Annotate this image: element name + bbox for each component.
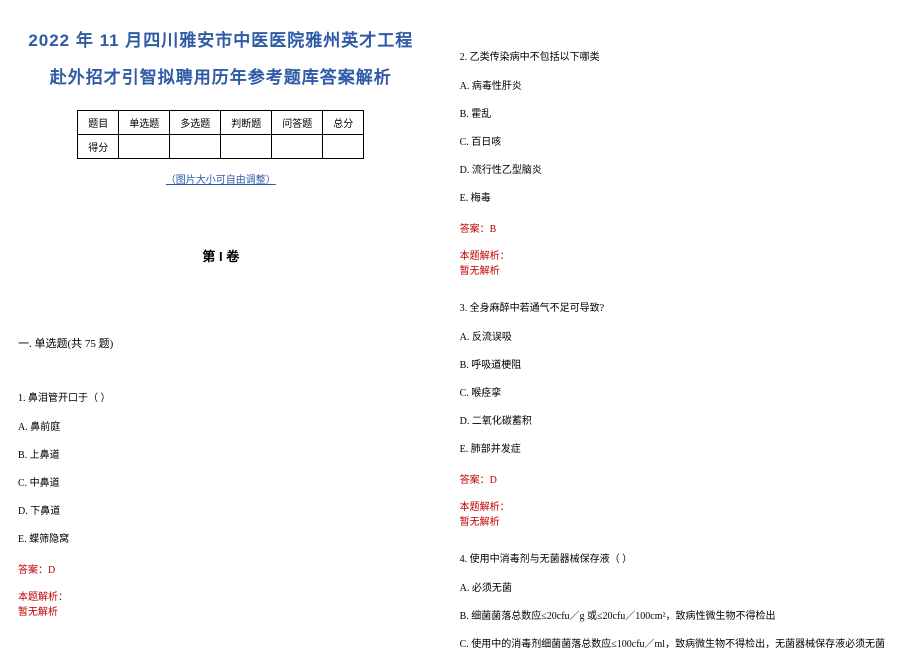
q1-opt-c: C. 中鼻道 <box>18 477 424 491</box>
answer-value: D <box>490 475 497 486</box>
q2-opt-c: C. 百日咳 <box>460 136 902 150</box>
q1-analysis-label: 本题解析： <box>18 588 424 603</box>
question-1: 1. 鼻泪管开口于（ ） A. 鼻前庭 B. 上鼻道 C. 中鼻道 D. 下鼻道… <box>18 391 424 618</box>
th-item: 题目 <box>78 111 119 135</box>
answer-prefix: 答案： <box>460 224 490 235</box>
th-single: 单选题 <box>119 111 170 135</box>
q2-analysis-body: 暂无解析 <box>460 262 902 277</box>
q2-answer: 答案：B <box>460 220 902 235</box>
td-empty <box>170 135 221 159</box>
q3-analysis-label: 本题解析： <box>460 498 902 513</box>
part-header: 一. 单选题(共 75 题) <box>18 335 424 351</box>
section-header: 第 I 卷 <box>18 246 424 265</box>
th-judge: 判断题 <box>221 111 272 135</box>
q2-opt-e: E. 梅毒 <box>460 192 902 206</box>
answer-prefix: 答案： <box>460 475 490 486</box>
q2-stem: 2. 乙类传染病中不包括以下哪类 <box>460 50 902 66</box>
q1-opt-d: D. 下鼻道 <box>18 505 424 519</box>
q4-opt-c: C. 使用中的消毒剂细菌菌落总数应≤100cfu／ml，致病微生物不得检出，无菌… <box>460 638 902 652</box>
answer-value: B <box>490 224 497 235</box>
table-row: 得分 <box>78 135 364 159</box>
q2-opt-d: D. 流行性乙型脑炎 <box>460 164 902 178</box>
td-score-label: 得分 <box>78 135 119 159</box>
q1-answer: 答案：D <box>18 561 424 576</box>
td-empty <box>221 135 272 159</box>
q2-analysis-label: 本题解析： <box>460 247 902 262</box>
q4-opt-b: B. 细菌菌落总数应≤20cfu／g 或≤20cfu／100cm²，致病性微生物… <box>460 610 902 624</box>
th-multi: 多选题 <box>170 111 221 135</box>
q1-stem: 1. 鼻泪管开口于（ ） <box>18 391 424 407</box>
q3-opt-d: D. 二氧化碳蓄积 <box>460 415 902 429</box>
q3-stem: 3. 全身麻醉中若通气不足可导致? <box>460 301 902 317</box>
th-total: 总分 <box>323 111 364 135</box>
q3-opt-b: B. 呼吸道梗阻 <box>460 359 902 373</box>
q1-analysis-body: 暂无解析 <box>18 603 424 618</box>
q3-opt-a: A. 反流误吸 <box>460 331 902 345</box>
q1-opt-e: E. 蝶筛隐窝 <box>18 533 424 547</box>
q3-opt-e: E. 肺部并发症 <box>460 443 902 457</box>
doc-title-line1: 2022 年 11 月四川雅安市中医医院雅州英才工程 <box>18 26 424 51</box>
doc-title-line2: 赴外招才引智拟聘用历年参考题库答案解析 <box>18 63 424 88</box>
q4-opt-a: A. 必须无菌 <box>460 582 902 596</box>
q3-analysis-body: 暂无解析 <box>460 513 902 528</box>
question-4: 4. 使用中消毒剂与无菌器械保存液（ ） A. 必须无菌 B. 细菌菌落总数应≤… <box>460 552 902 652</box>
q2-opt-b: B. 霍乱 <box>460 108 902 122</box>
q3-opt-c: C. 喉痉挛 <box>460 387 902 401</box>
table-row: 题目 单选题 多选题 判断题 问答题 总分 <box>78 111 364 135</box>
th-qa: 问答题 <box>272 111 323 135</box>
td-empty <box>323 135 364 159</box>
score-table: 题目 单选题 多选题 判断题 问答题 总分 得分 <box>77 110 364 159</box>
answer-prefix: 答案： <box>18 565 48 576</box>
q2-opt-a: A. 病毒性肝炎 <box>460 80 902 94</box>
td-empty <box>272 135 323 159</box>
q3-answer: 答案：D <box>460 471 902 486</box>
image-size-note: （图片大小可自由调整） <box>18 171 424 186</box>
q1-opt-a: A. 鼻前庭 <box>18 421 424 435</box>
question-2: 2. 乙类传染病中不包括以下哪类 A. 病毒性肝炎 B. 霍乱 C. 百日咳 D… <box>460 50 902 277</box>
td-empty <box>119 135 170 159</box>
q1-opt-b: B. 上鼻道 <box>18 449 424 463</box>
answer-value: D <box>48 565 55 576</box>
q4-stem: 4. 使用中消毒剂与无菌器械保存液（ ） <box>460 552 902 568</box>
question-3: 3. 全身麻醉中若通气不足可导致? A. 反流误吸 B. 呼吸道梗阻 C. 喉痉… <box>460 301 902 528</box>
